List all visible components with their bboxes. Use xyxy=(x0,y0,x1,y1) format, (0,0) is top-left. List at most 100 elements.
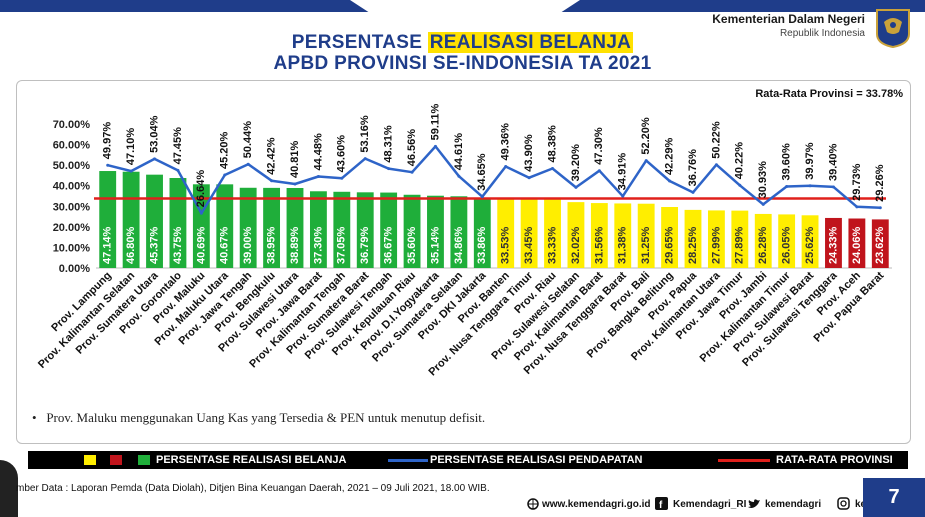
bar-data-label: 38.95% xyxy=(265,226,277,264)
bar-data-label: 37.30% xyxy=(312,226,324,264)
svg-text:f: f xyxy=(659,500,663,510)
y-tick-label: 40.00% xyxy=(53,181,91,193)
bar-data-label: 39.00% xyxy=(242,226,254,264)
bar-data-label: 31.56% xyxy=(593,226,605,264)
bar-data-label: 45.37% xyxy=(148,226,160,264)
bar xyxy=(684,209,702,268)
line-data-label: 42.42% xyxy=(265,137,277,175)
legend-line-icon xyxy=(388,459,428,462)
line-point xyxy=(551,166,555,170)
legend-rata: RATA-RATA PROVINSI xyxy=(776,454,893,466)
bar xyxy=(520,199,538,268)
bar xyxy=(871,219,889,268)
corner-decoration xyxy=(0,460,18,517)
bar xyxy=(731,210,749,268)
bar-data-label: 29.65% xyxy=(663,226,675,264)
bar xyxy=(707,210,725,268)
line-data-label: 30.93% xyxy=(757,161,769,199)
line-data-label: 39.97% xyxy=(804,142,816,180)
bar xyxy=(473,198,491,268)
website-link[interactable]: www.kemendagri.go.id xyxy=(542,499,651,510)
bar-data-label: 40.67% xyxy=(219,226,231,264)
line-point xyxy=(176,168,180,172)
bar xyxy=(169,178,187,268)
line-point xyxy=(410,170,414,174)
source-text: mber Data : Laporan Pemda (Data Diolah),… xyxy=(16,483,490,494)
bar xyxy=(590,203,608,268)
line-point xyxy=(246,162,250,166)
bar xyxy=(661,207,679,268)
line-point xyxy=(223,173,227,177)
line-point xyxy=(480,195,484,199)
legend-red-swatch xyxy=(110,455,122,465)
bar-data-label: 36.79% xyxy=(359,226,371,264)
line-data-label: 34.91% xyxy=(617,153,629,191)
bar-data-label: 47.14% xyxy=(102,226,114,264)
y-tick-label: 70.00% xyxy=(53,119,91,131)
bar xyxy=(848,218,866,268)
bar xyxy=(309,191,327,268)
line-data-label: 44.61% xyxy=(453,133,465,171)
line-point xyxy=(621,194,625,198)
legend-avg-icon xyxy=(718,459,770,462)
bar-data-label: 35.14% xyxy=(429,226,441,264)
y-tick-label: 30.00% xyxy=(53,201,91,213)
line-data-label: 47.30% xyxy=(593,127,605,165)
bar-data-label: 40.69% xyxy=(195,226,207,264)
bar xyxy=(263,187,281,268)
line-point xyxy=(761,202,765,206)
line-data-label: 52.20% xyxy=(640,117,652,155)
line-data-label: 29.73% xyxy=(851,163,863,201)
line-point xyxy=(831,185,835,189)
line-data-label: 59.11% xyxy=(429,103,441,140)
x-tick-label: Prov. Kalimantan Selatan xyxy=(36,269,137,370)
line-point xyxy=(457,174,461,178)
bar xyxy=(544,199,561,268)
pendapatan-line xyxy=(107,145,881,215)
line-data-label: 53.04% xyxy=(148,115,160,153)
bar-data-label: 28.25% xyxy=(687,226,699,264)
line-data-label: 39.40% xyxy=(827,143,839,181)
bar xyxy=(356,192,374,268)
line-point xyxy=(668,179,672,183)
line-point xyxy=(199,211,203,215)
line-data-label: 42.29% xyxy=(663,137,675,175)
line-data-label: 50.44% xyxy=(242,121,254,159)
line-data-label: 48.38% xyxy=(546,125,558,163)
facebook-icon: f xyxy=(655,497,668,510)
bar-data-label: 33.45% xyxy=(523,226,535,264)
page-number: 7 xyxy=(863,478,925,517)
line-data-label: 43.90% xyxy=(523,134,535,172)
top-band-notch xyxy=(350,0,580,12)
legend-belanja: PERSENTASE REALISASI BELANJA xyxy=(156,454,347,466)
line-data-label: 49.97% xyxy=(102,122,114,160)
bar xyxy=(825,217,842,268)
line-point xyxy=(738,183,742,187)
line-data-label: 29.26% xyxy=(874,164,886,202)
bar xyxy=(497,199,515,268)
bar-data-label: 35.60% xyxy=(406,226,418,264)
bar xyxy=(801,215,819,268)
line-point xyxy=(574,185,578,189)
ministry-block: Kementerian Dalam Negeri Republik Indone… xyxy=(712,12,865,39)
twitter-link[interactable]: kemendagri xyxy=(765,499,822,510)
bar xyxy=(427,195,444,268)
line-point xyxy=(387,167,391,171)
line-point xyxy=(597,169,601,173)
line-data-label: 40.22% xyxy=(734,142,746,180)
legend-green-swatch xyxy=(138,455,150,465)
legend-yellow-swatch xyxy=(84,455,96,465)
average-label: Rata-Rata Provinsi = 33.78% xyxy=(755,88,903,100)
bar xyxy=(239,187,257,268)
bar-data-label: 33.53% xyxy=(500,226,512,264)
line-point xyxy=(293,182,297,186)
bar-data-label: 37.05% xyxy=(336,226,348,264)
facebook-link[interactable]: Kemendagri_RI xyxy=(673,499,747,510)
legend-bar: PERSENTASE REALISASI BELANJA PERSENTASE … xyxy=(28,451,908,469)
line-data-label: 45.20% xyxy=(219,131,231,169)
line-point xyxy=(714,163,718,167)
bar xyxy=(450,196,468,268)
line-point xyxy=(878,206,882,210)
bar xyxy=(637,203,655,268)
